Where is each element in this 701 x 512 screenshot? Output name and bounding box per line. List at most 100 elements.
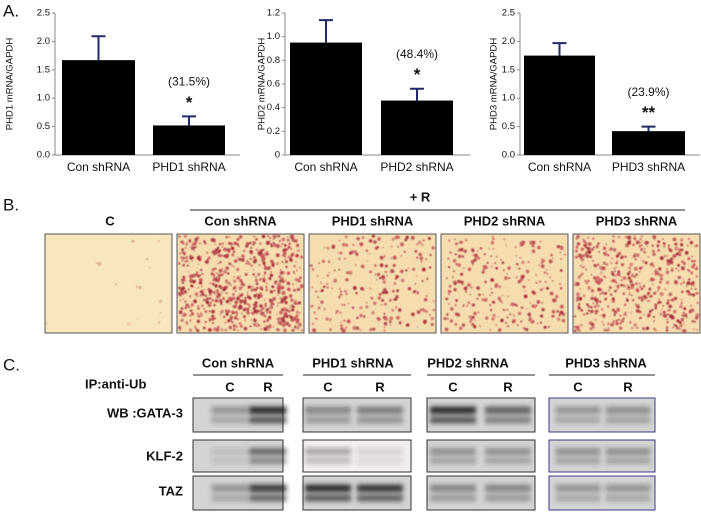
- blot: [192, 475, 284, 511]
- blot-bands: [211, 448, 287, 464]
- stain-dot: [381, 277, 386, 281]
- stain-dot: [659, 313, 662, 316]
- stain-dot: [652, 278, 656, 282]
- stain-dot: [263, 327, 268, 331]
- stain-dot: [682, 320, 684, 322]
- stain-dot: [660, 312, 663, 315]
- stain-dot: [420, 259, 423, 261]
- stain-dot: [319, 290, 321, 292]
- stain-dot: [410, 312, 415, 317]
- stain-dot: [495, 255, 498, 258]
- stain-dot: [473, 258, 477, 262]
- stain-dot: [678, 276, 682, 279]
- stain-dot: [276, 234, 281, 238]
- stain-dot: [583, 266, 585, 268]
- stain-dot: [266, 282, 268, 284]
- stain-dot: [498, 285, 502, 289]
- stain-dot: [227, 281, 231, 285]
- stain-dot: [691, 320, 695, 323]
- stain-dot: [189, 278, 193, 282]
- stain-dot: [551, 309, 556, 314]
- stain-dot: [497, 316, 500, 318]
- stain-dot: [269, 240, 272, 242]
- stain-dot: [229, 302, 231, 305]
- stain-dot: [194, 325, 197, 328]
- stain-dot: [346, 271, 349, 274]
- stain-dot: [352, 325, 357, 330]
- stain-dot: [221, 242, 225, 245]
- stain-dot: [255, 282, 259, 286]
- stain-dot: [203, 240, 206, 243]
- stain-dot: [463, 249, 467, 253]
- stain-dot: [255, 248, 259, 251]
- stain-dot: [653, 291, 657, 295]
- stain-dot: [527, 312, 532, 317]
- stain-dot: [504, 276, 508, 280]
- stain-dot: [278, 321, 281, 324]
- band: [211, 457, 249, 464]
- stain-dot: [642, 260, 645, 263]
- stain-dot: [201, 285, 203, 288]
- stain-dot: [326, 286, 329, 289]
- stain-dot: [656, 290, 659, 292]
- stain-dot: [326, 283, 329, 285]
- stain-dot: [255, 276, 257, 278]
- stain-dot: [197, 314, 201, 318]
- stain-dot: [666, 321, 669, 324]
- stain-dot: [632, 243, 635, 247]
- stain-dot: [208, 310, 211, 313]
- stain-dot: [223, 247, 227, 252]
- stain-dot: [188, 239, 191, 242]
- stain-dot: [214, 327, 216, 329]
- stain-dot: [187, 305, 191, 309]
- band: [555, 494, 601, 502]
- stain-dot: [182, 298, 184, 300]
- stain-dot: [253, 255, 256, 259]
- y-tick-label: 0.0: [502, 150, 515, 161]
- stain-dot: [225, 266, 229, 269]
- stain-dot: [284, 312, 287, 315]
- stain-dot: [266, 235, 270, 238]
- stain-dot: [276, 304, 279, 307]
- stain-dot: [507, 266, 511, 270]
- stain-dot: [331, 287, 333, 290]
- stain-dot: [670, 315, 675, 320]
- stain-dot: [229, 236, 231, 238]
- stain-dot: [606, 329, 609, 332]
- stain-dot: [263, 304, 267, 308]
- band: [357, 448, 403, 456]
- stain-dot: [368, 253, 371, 255]
- stain-dot: [239, 324, 243, 328]
- stain-dot: [590, 274, 593, 276]
- stain-dot: [212, 283, 215, 286]
- stain-dot: [341, 303, 344, 306]
- stain-dot: [490, 265, 493, 268]
- stain-dot: [660, 309, 662, 311]
- stain-dot: [453, 287, 457, 292]
- stain-dot: [577, 275, 581, 279]
- stain-dot: [575, 298, 579, 302]
- stain-dot: [432, 308, 435, 312]
- panel-label: B.: [3, 195, 19, 214]
- stain-dot: [585, 303, 589, 306]
- stain-dot: [311, 268, 315, 271]
- stain-dot: [234, 300, 238, 304]
- stain-dot: [339, 293, 343, 297]
- stain-dot: [648, 287, 652, 291]
- stain-dot: [293, 301, 297, 305]
- blot: [426, 475, 536, 511]
- y-tick-label: 1.5: [37, 64, 50, 75]
- stain-dot: [673, 296, 678, 301]
- stain-dot: [452, 280, 457, 285]
- stain-dot: [525, 269, 530, 274]
- stain-dot: [472, 254, 475, 257]
- stain-dot: [317, 306, 321, 310]
- stain-dot: [605, 243, 608, 246]
- stain-dot: [292, 270, 295, 273]
- stain-dot: [253, 235, 256, 238]
- blot-bands: [555, 448, 651, 464]
- stain-dot: [680, 243, 684, 247]
- stain-dot: [556, 309, 560, 313]
- stain-dot: [549, 291, 554, 296]
- stain-dot: [228, 296, 232, 301]
